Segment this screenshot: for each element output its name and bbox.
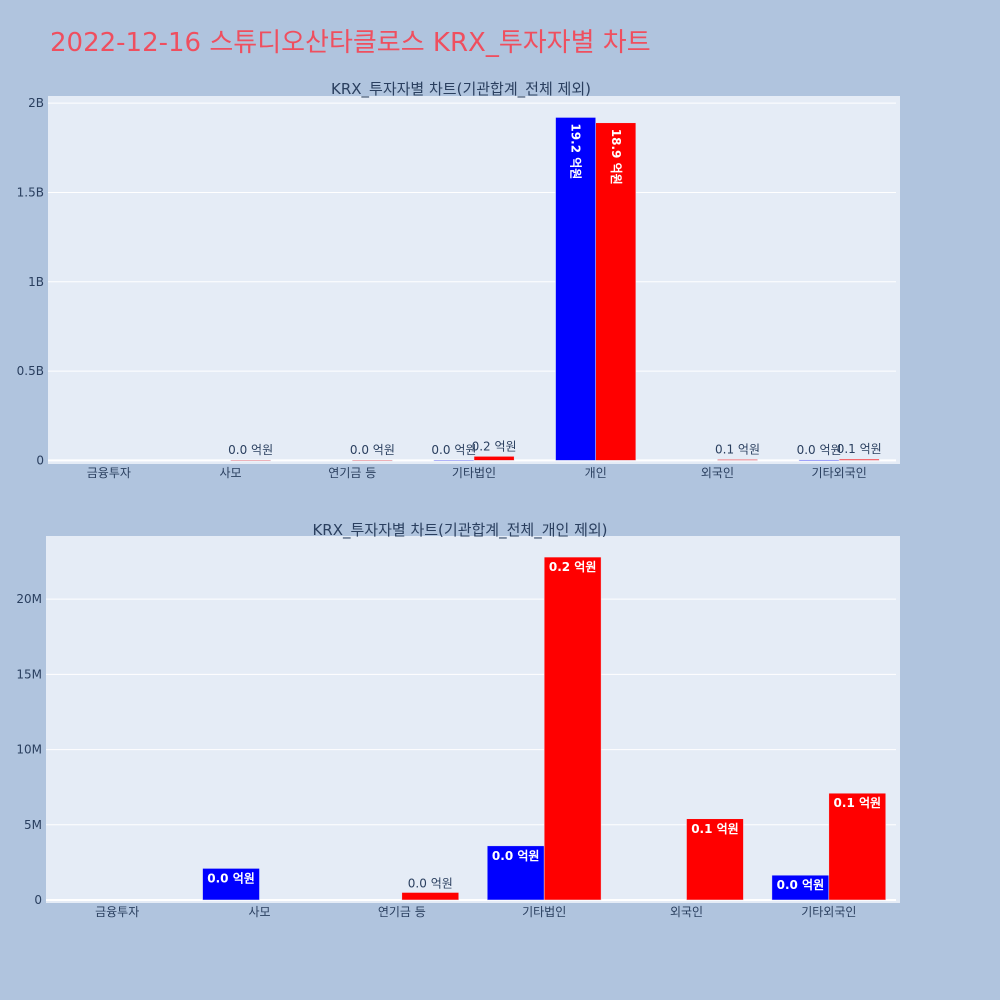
y-tick-label: 2B	[28, 96, 44, 110]
y-tick-label: 5M	[24, 818, 42, 832]
y-tick-label: 15M	[16, 667, 42, 681]
page-title: 2022-12-16 스튜디오산타클로스 KRX_투자자별 차트	[50, 28, 651, 58]
x-tick-label: 연기금 등	[378, 905, 426, 919]
chart-bottom: 0 5M 10M 15M 20M KRX_투자자별 차트(기관합계_전체_개인 제외) 금융…	[16, 521, 900, 919]
data-label: 0.0 억원	[431, 443, 476, 457]
bar	[798, 459, 840, 461]
x-tick-label: 금융투자	[95, 905, 139, 919]
bar	[717, 459, 758, 461]
x-tick-label: 기타외국인	[812, 466, 867, 480]
y-tick-label: 1.5B	[17, 185, 44, 199]
data-label: 0.0 억원	[492, 849, 540, 863]
bar	[202, 868, 260, 901]
x-tick-label: 사모	[220, 466, 242, 480]
data-label: 0.0 억원	[777, 878, 825, 892]
bar	[486, 845, 545, 901]
chart-top: 0 0.5B 1B 1.5B 2B KRX_투자자별 차트(기관합계_전체 제외) 금융투자…	[17, 80, 900, 480]
bar	[543, 556, 602, 901]
data-label: 0.0 억원	[797, 443, 842, 457]
x-tick-label: 외국인	[670, 905, 703, 919]
data-label: 0.1 억원	[715, 442, 760, 456]
data-label: 0.2 억원	[549, 560, 597, 574]
data-label: 19.2 억원	[569, 123, 583, 179]
bar	[433, 459, 475, 462]
data-label: 0.0 억원	[408, 876, 453, 890]
bar	[352, 459, 393, 462]
x-tick-label: 개인	[585, 466, 607, 480]
chart-title: KRX_투자자별 차트(기관합계_전체_개인 제외)	[312, 521, 607, 540]
y-tick-label: 0	[34, 893, 42, 907]
bar	[828, 792, 887, 901]
x-tick-label: 외국인	[701, 466, 734, 480]
bar	[771, 874, 830, 901]
data-label: 0.1 억원	[837, 442, 882, 456]
data-label: 0.1 억원	[691, 822, 739, 836]
y-tick-label: 10M	[16, 743, 42, 757]
x-tick-label: 기타법인	[452, 466, 496, 480]
bar	[555, 117, 596, 461]
chart-title: KRX_투자자별 차트(기관합계_전체 제외)	[331, 80, 591, 99]
x-tick-label: 금융투자	[87, 466, 131, 480]
data-label: 0.0 억원	[350, 443, 395, 457]
data-label: 0.0 억원	[207, 871, 255, 885]
data-label: 0.2 억원	[472, 439, 517, 453]
y-tick-label: 0	[36, 453, 44, 467]
y-tick-label: 0.5B	[17, 364, 44, 378]
y-tick-label: 1B	[28, 275, 44, 289]
y-tick-label: 20M	[16, 592, 42, 606]
bar	[401, 892, 460, 901]
bar	[595, 122, 637, 461]
x-tick-label: 기타법인	[522, 905, 566, 919]
x-tick-label: 연기금 등	[328, 466, 376, 480]
x-tick-label: 사모	[248, 905, 270, 919]
plot-area	[46, 536, 900, 903]
x-tick-label: 기타외국인	[801, 905, 856, 919]
plot-area	[48, 96, 900, 464]
bar	[473, 456, 515, 461]
data-label: 0.0 억원	[228, 443, 273, 457]
bar	[838, 458, 880, 461]
bar	[686, 818, 744, 901]
data-label: 0.1 억원	[834, 796, 882, 810]
bar	[230, 459, 271, 462]
data-label: 18.9 억원	[609, 129, 623, 185]
